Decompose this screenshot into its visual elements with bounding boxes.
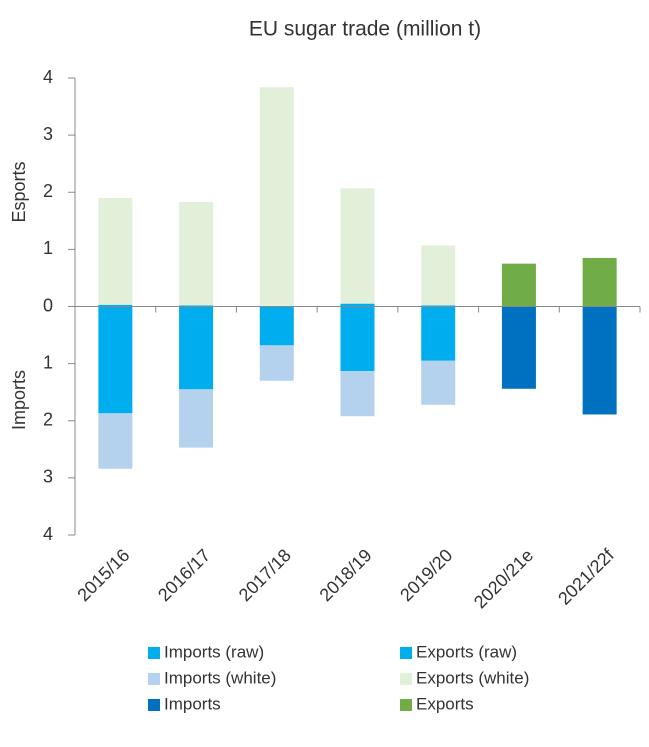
legend-swatch xyxy=(148,673,160,685)
bar xyxy=(179,201,214,306)
x-tick-label: 2021/22f xyxy=(554,544,618,608)
y-tick-label: 4 xyxy=(43,524,53,544)
legend-label: Imports (white) xyxy=(164,668,276,687)
bar xyxy=(421,245,456,306)
legend-swatch xyxy=(148,699,160,711)
legend-swatch xyxy=(148,647,160,659)
y-tick-label: 2 xyxy=(43,410,53,430)
x-tick-label: 2015/16 xyxy=(73,545,133,605)
legend-label: Exports (raw) xyxy=(416,642,517,661)
bar xyxy=(98,306,133,414)
bar xyxy=(421,360,456,405)
legend-label: Imports (raw) xyxy=(164,642,264,661)
legend-label: Exports (white) xyxy=(416,668,529,687)
bar xyxy=(501,263,536,307)
bar xyxy=(421,306,456,361)
x-tick-label: 2020/21e xyxy=(470,545,537,612)
bar xyxy=(340,306,375,372)
legend-swatch xyxy=(400,699,412,711)
bar xyxy=(582,306,617,415)
legend-swatch xyxy=(400,647,412,659)
x-tick-label: 2018/19 xyxy=(316,545,376,605)
y-tick-label: 3 xyxy=(43,124,53,144)
legend-swatch xyxy=(400,673,412,685)
y-axis-label: Esports xyxy=(9,161,29,222)
y-tick-label: 4 xyxy=(43,67,53,87)
y-tick-label: 2 xyxy=(43,181,53,201)
bar xyxy=(501,306,536,389)
y-tick-label: 1 xyxy=(43,238,53,258)
y-axis-label: Imports xyxy=(9,370,29,430)
bar xyxy=(98,197,133,305)
legend-label: Imports xyxy=(164,694,221,713)
bar xyxy=(582,257,617,307)
bar xyxy=(98,413,133,469)
bar xyxy=(179,305,214,307)
bar xyxy=(421,305,456,307)
bar xyxy=(340,188,375,304)
chart-title: EU sugar trade (million t) xyxy=(249,18,481,41)
y-tick-label: 0 xyxy=(43,295,53,315)
bar xyxy=(179,389,214,448)
y-tick-label: 3 xyxy=(43,467,53,487)
legend-label: Exports xyxy=(416,694,474,713)
y-tick-label: 1 xyxy=(43,352,53,372)
x-tick-label: 2016/17 xyxy=(154,545,214,605)
bar xyxy=(340,303,375,307)
bar xyxy=(259,345,294,381)
bar xyxy=(259,87,294,306)
bar xyxy=(340,371,375,417)
x-tick-label: 2019/20 xyxy=(396,545,456,605)
bar xyxy=(259,306,294,346)
bar xyxy=(98,304,133,307)
bar xyxy=(179,306,214,390)
x-tick-label: 2017/18 xyxy=(235,545,295,605)
